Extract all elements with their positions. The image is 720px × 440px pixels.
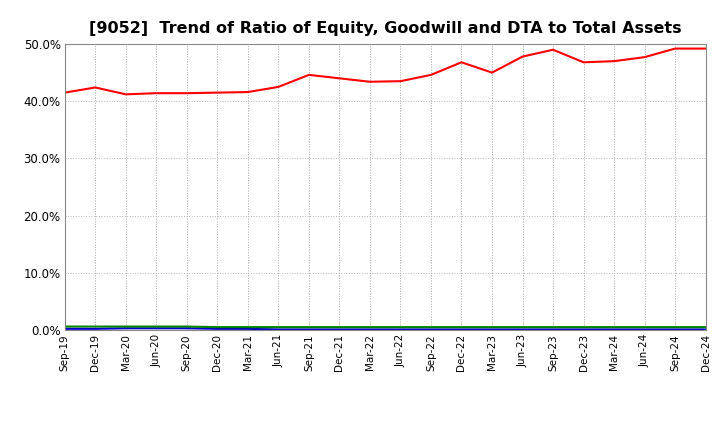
- Goodwill: [640, 327, 649, 332]
- Equity: [457, 60, 466, 65]
- Goodwill: [366, 327, 374, 332]
- Deferred Tax Assets: [640, 325, 649, 330]
- Equity: [518, 54, 527, 59]
- Equity: [487, 70, 496, 75]
- Goodwill: [457, 327, 466, 332]
- Deferred Tax Assets: [274, 325, 283, 330]
- Goodwill: [60, 326, 69, 331]
- Equity: [610, 59, 618, 64]
- Deferred Tax Assets: [183, 324, 192, 329]
- Deferred Tax Assets: [122, 324, 130, 329]
- Equity: [396, 78, 405, 84]
- Goodwill: [91, 326, 99, 331]
- Equity: [213, 90, 222, 95]
- Goodwill: [701, 327, 710, 332]
- Equity: [60, 90, 69, 95]
- Deferred Tax Assets: [487, 325, 496, 330]
- Goodwill: [213, 326, 222, 331]
- Equity: [549, 47, 557, 52]
- Deferred Tax Assets: [305, 325, 313, 330]
- Equity: [183, 91, 192, 96]
- Deferred Tax Assets: [518, 325, 527, 330]
- Line: Goodwill: Goodwill: [65, 328, 706, 330]
- Goodwill: [610, 327, 618, 332]
- Deferred Tax Assets: [396, 325, 405, 330]
- Goodwill: [183, 326, 192, 331]
- Deferred Tax Assets: [427, 325, 436, 330]
- Goodwill: [152, 326, 161, 331]
- Deferred Tax Assets: [243, 325, 252, 330]
- Equity: [305, 72, 313, 77]
- Goodwill: [396, 327, 405, 332]
- Deferred Tax Assets: [152, 324, 161, 329]
- Equity: [91, 85, 99, 90]
- Deferred Tax Assets: [91, 324, 99, 329]
- Deferred Tax Assets: [213, 325, 222, 330]
- Goodwill: [671, 327, 680, 332]
- Equity: [366, 79, 374, 84]
- Deferred Tax Assets: [457, 325, 466, 330]
- Line: Equity: Equity: [65, 48, 706, 94]
- Deferred Tax Assets: [610, 325, 618, 330]
- Equity: [335, 76, 343, 81]
- Deferred Tax Assets: [335, 325, 343, 330]
- Title: [9052]  Trend of Ratio of Equity, Goodwill and DTA to Total Assets: [9052] Trend of Ratio of Equity, Goodwil…: [89, 21, 682, 36]
- Equity: [579, 60, 588, 65]
- Goodwill: [274, 327, 283, 332]
- Deferred Tax Assets: [671, 325, 680, 330]
- Deferred Tax Assets: [549, 325, 557, 330]
- Goodwill: [549, 327, 557, 332]
- Goodwill: [335, 327, 343, 332]
- Equity: [671, 46, 680, 51]
- Deferred Tax Assets: [701, 325, 710, 330]
- Goodwill: [518, 327, 527, 332]
- Equity: [243, 89, 252, 95]
- Goodwill: [427, 327, 436, 332]
- Equity: [701, 46, 710, 51]
- Equity: [274, 84, 283, 89]
- Goodwill: [122, 326, 130, 331]
- Equity: [152, 91, 161, 96]
- Goodwill: [305, 327, 313, 332]
- Goodwill: [579, 327, 588, 332]
- Legend: Equity, Goodwill, Deferred Tax Assets: Equity, Goodwill, Deferred Tax Assets: [191, 436, 580, 440]
- Deferred Tax Assets: [579, 325, 588, 330]
- Deferred Tax Assets: [366, 325, 374, 330]
- Goodwill: [243, 326, 252, 331]
- Line: Deferred Tax Assets: Deferred Tax Assets: [65, 326, 706, 327]
- Deferred Tax Assets: [60, 324, 69, 329]
- Goodwill: [487, 327, 496, 332]
- Equity: [122, 92, 130, 97]
- Equity: [427, 72, 436, 77]
- Equity: [640, 55, 649, 60]
